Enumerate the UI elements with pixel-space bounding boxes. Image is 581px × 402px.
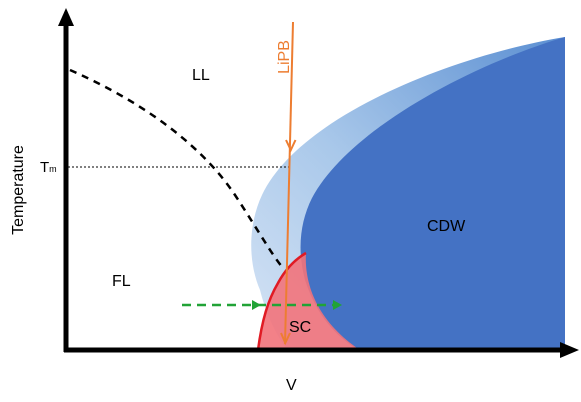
cdw-inner-region <box>300 37 565 350</box>
sc-dome-edge <box>256 251 307 351</box>
region-label-ll: LL <box>192 67 210 84</box>
lipb-label: LiPB <box>276 40 293 74</box>
tm-label: Tm <box>40 159 57 176</box>
lipb-probe-line <box>284 21 294 345</box>
y-axis-arrow-head <box>58 8 74 26</box>
tm-subscript: m <box>49 164 57 174</box>
region-label-sc: SC <box>289 319 311 336</box>
sc-dome <box>258 253 360 350</box>
x-axis-arrow-head <box>560 342 579 358</box>
crossover-line <box>69 68 284 269</box>
region-label-cdw: CDW <box>427 218 466 235</box>
lipb-arrow-head-top <box>285 139 297 153</box>
y-axis-label: Temperature <box>10 145 27 235</box>
green-arrow-head-mid <box>252 300 261 310</box>
region-label-fl: FL <box>112 273 131 290</box>
lipb-arrow-head-bottom <box>280 332 291 346</box>
x-axis-label: V <box>286 377 297 394</box>
green-arrow-head-end <box>333 300 342 310</box>
